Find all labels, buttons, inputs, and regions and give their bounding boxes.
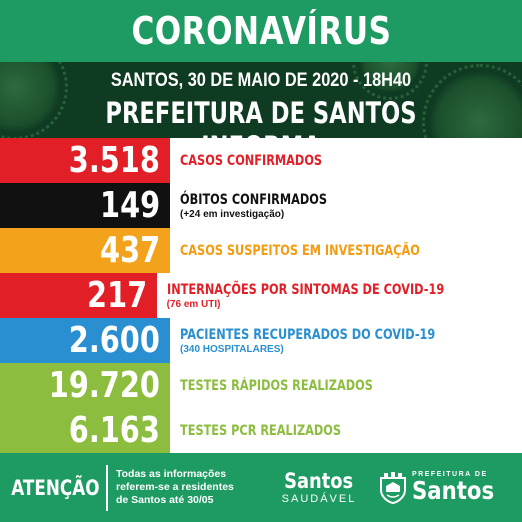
divider [170, 138, 174, 183]
divider [170, 408, 174, 453]
divider [170, 228, 174, 273]
city-crest-icon [380, 471, 406, 504]
stat-value: 6.163 [0, 408, 170, 453]
footer-note: Todas as informações referem-se a reside… [108, 468, 258, 507]
stats-list: 3.518 CASOS CONFIRMADOS 149 ÓBITOS CONFI… [0, 138, 522, 453]
page-subtitle: PREFEITURA DE SANTOS INFORMA [105, 96, 417, 138]
stat-row-hospitalizations: 217 INTERNAÇÕES POR SINTOMAS DE COVID-19… [0, 273, 522, 318]
virus-decoration [422, 64, 522, 138]
subtitle-banner: SANTOS, 30 DE MAIO DE 2020 - 18H40 PREFE… [0, 62, 522, 138]
stat-row-suspected: 437 CASOS SUSPEITOS EM INVESTIGAÇÃO [0, 228, 522, 273]
stat-label: CASOS SUSPEITOS EM INVESTIGAÇÃO [180, 242, 420, 259]
stat-value: 217 [0, 273, 157, 318]
logo-word: Santos [284, 469, 354, 493]
divider [170, 363, 174, 408]
stat-note: (340 HOSPITALARES) [180, 343, 284, 355]
divider [170, 318, 174, 363]
stat-value: 437 [0, 228, 170, 273]
stat-row-rapid-tests: 19.720 TESTES RÁPIDOS REALIZADOS [0, 363, 522, 408]
date-line: SANTOS, 30 DE MAIO DE 2020 - 18H40 [110, 70, 412, 91]
footer-note-line: referem-se a residentes [116, 481, 234, 493]
stat-value: 19.720 [0, 363, 170, 408]
footer-note-line: de Santos até 30/05 [116, 494, 214, 506]
prefeitura-logo: PREFEITURA DE Santos [374, 471, 522, 504]
title-banner: CORONAVÍRUS [0, 0, 522, 62]
page-title: CORONAVÍRUS [131, 9, 391, 53]
divider [170, 183, 174, 228]
stat-value: 149 [0, 183, 170, 228]
stat-label: PACIENTES RECUPERADOS DO COVID-19 [180, 326, 436, 343]
stat-note: (+24 em investigação) [180, 208, 285, 220]
stat-value: 3.518 [0, 138, 170, 183]
santos-saudavel-logo: Santos SAUDÁVEL [264, 470, 374, 505]
stat-label: TESTES PCR REALIZADOS [180, 422, 342, 439]
logo-sub: SAUDÁVEL [281, 493, 357, 505]
stat-label: ÓBITOS CONFIRMADOS [180, 191, 328, 208]
footer-banner: ATENÇÃO Todas as informações referem-se … [0, 453, 522, 522]
stat-label: CASOS CONFIRMADOS [180, 152, 323, 169]
divider [156, 273, 161, 318]
stat-row-confirmed: 3.518 CASOS CONFIRMADOS [0, 138, 522, 183]
stat-row-pcr-tests: 6.163 TESTES PCR REALIZADOS [0, 408, 522, 453]
stat-value: 2.600 [0, 318, 170, 363]
stat-note: (76 em UTI) [166, 298, 221, 310]
attention-label: ATENÇÃO [11, 475, 100, 500]
stat-label: TESTES RÁPIDOS REALIZADOS [180, 377, 373, 394]
stat-row-deaths: 149 ÓBITOS CONFIRMADOS (+24 em investiga… [0, 183, 522, 228]
footer-note-line: Todas as informações [116, 468, 227, 480]
logo-big-text: Santos [412, 476, 495, 505]
logo-small-text: PREFEITURA DE [412, 471, 488, 478]
stat-label: INTERNAÇÕES POR SINTOMAS DE COVID-19 [166, 281, 444, 298]
divider [106, 464, 108, 511]
stat-row-recovered: 2.600 PACIENTES RECUPERADOS DO COVID-19 … [0, 318, 522, 363]
